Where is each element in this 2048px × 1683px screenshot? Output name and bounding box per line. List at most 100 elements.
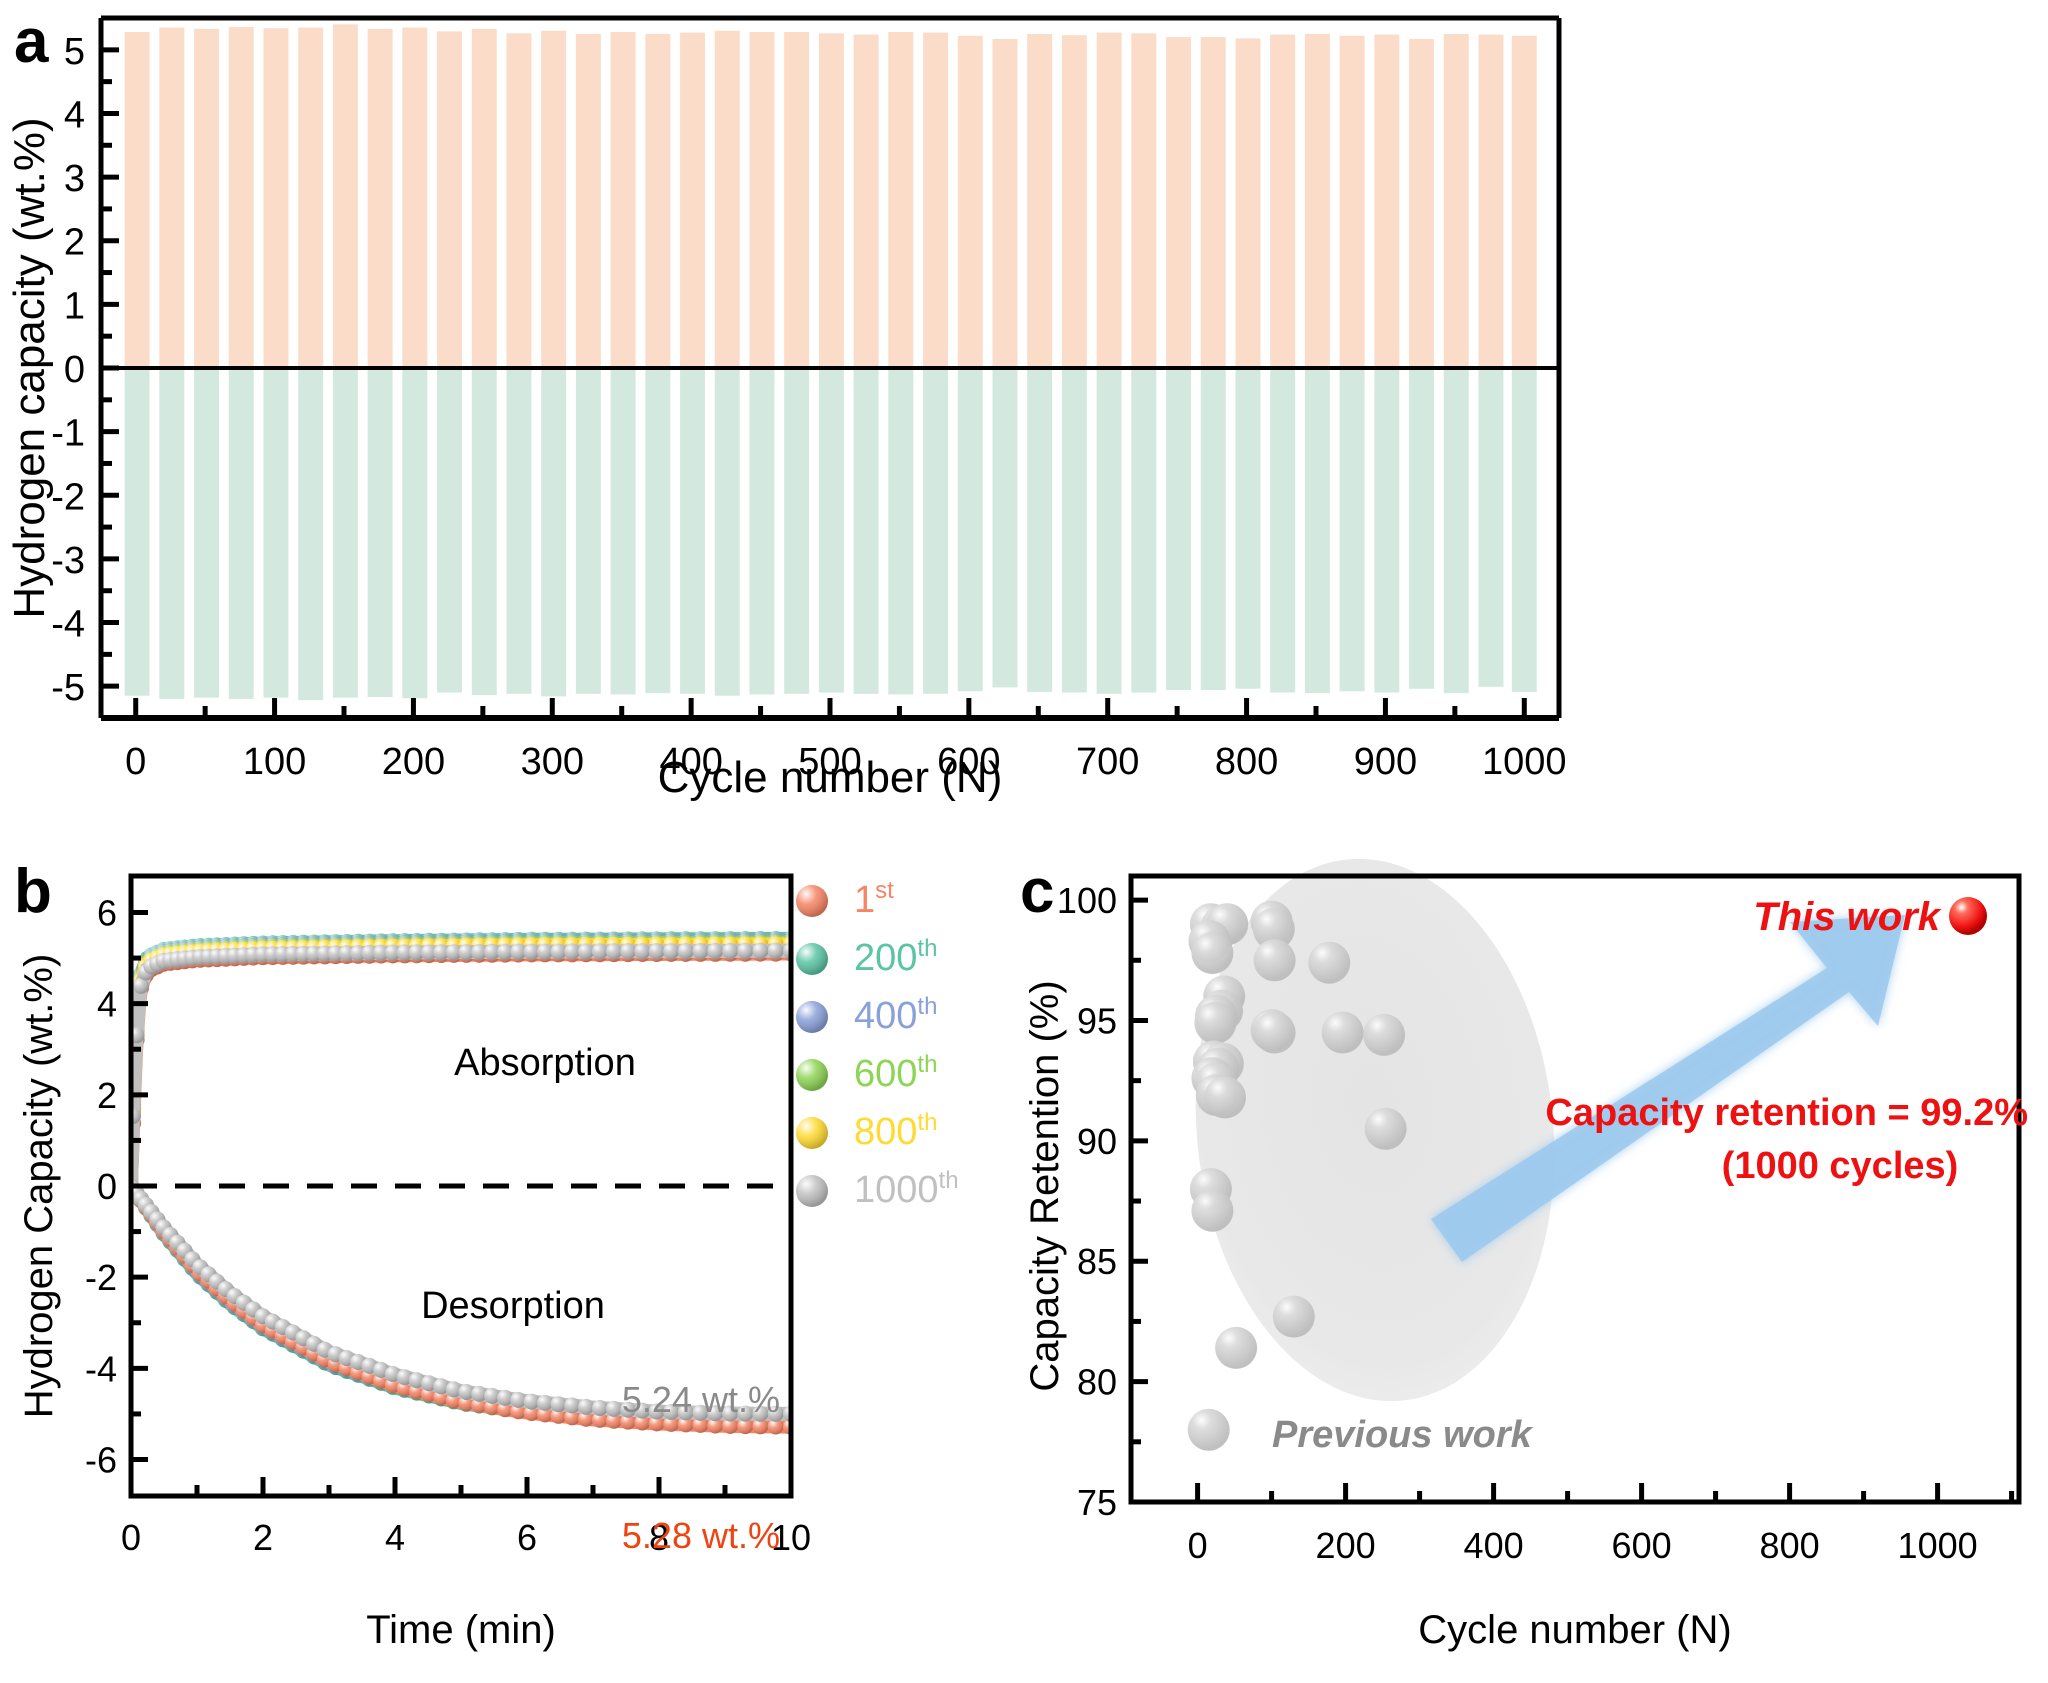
series-marker-gloss — [537, 943, 553, 960]
absorption-bar — [124, 32, 150, 368]
series-marker-gloss — [396, 944, 413, 961]
absorption-bar — [1478, 34, 1504, 369]
series-marker-gloss — [692, 943, 709, 960]
series-marker-gloss — [361, 944, 378, 961]
legend-marker-gloss — [796, 885, 828, 917]
desorption-bar — [923, 368, 949, 694]
legend-label: 200th — [854, 935, 937, 979]
series-marker-gloss — [408, 1372, 425, 1389]
panel-c-x-tick-label: 400 — [1464, 1525, 1524, 1566]
legend-item-400th[interactable]: 400th — [796, 993, 937, 1037]
series-marker-gloss — [133, 977, 149, 994]
panel-b-gray-value-label: 5.24 wt.% — [622, 1379, 780, 1420]
panel-b-legend[interactable]: 1st 200th 400th 600th 800th 1000th — [796, 877, 959, 1211]
absorption-bar — [402, 27, 428, 369]
desorption-bar — [367, 368, 393, 697]
series-marker-gloss — [408, 944, 425, 961]
desorption-bar — [1027, 368, 1053, 692]
desorption-bar — [228, 368, 254, 699]
capacity-retention-line1: Capacity retention = 99.2% — [1545, 1092, 2028, 1134]
absorption-bar — [1443, 33, 1469, 368]
desorption-bar — [853, 368, 879, 694]
desorption-bar — [645, 368, 671, 694]
panel-a-x-tick-label: 0 — [125, 741, 146, 783]
series-marker-gloss — [373, 944, 390, 961]
series-marker-gloss — [663, 943, 680, 960]
panel-a-y-tick-label: 2 — [64, 222, 85, 264]
series-marker-gloss — [620, 1401, 637, 1418]
series-marker-gloss — [634, 1402, 651, 1419]
desorption-bar — [1478, 368, 1504, 687]
legend-item-1st[interactable]: 1st — [796, 877, 894, 921]
series-marker-gloss — [131, 1107, 142, 1124]
panel-a-y-tick-label: -4 — [51, 604, 85, 646]
panel-b-y-tick-label: 0 — [97, 1166, 117, 1207]
absorption-bar — [923, 32, 949, 368]
legend-item-800th[interactable]: 800th — [796, 1109, 937, 1153]
series-marker-gloss — [433, 1378, 450, 1395]
series-marker-gloss — [578, 943, 594, 960]
series-marker-gloss — [338, 945, 355, 962]
legend-label: 1000th — [854, 1167, 959, 1211]
series-marker-gloss — [707, 1417, 724, 1434]
panel-a-x-tick-label: 200 — [382, 741, 445, 783]
panel-b-x-tick-label: 10 — [771, 1517, 811, 1558]
legend-item-600th[interactable]: 600th — [796, 1051, 937, 1095]
panel-a-bars — [124, 24, 1537, 701]
legend-marker-gloss — [796, 1175, 828, 1207]
previous-work-point — [1187, 1408, 1230, 1451]
panel-c-content — [1187, 858, 1905, 1451]
previous-work-point — [1308, 941, 1351, 984]
series-marker-gloss — [737, 1405, 754, 1422]
series-marker-gloss — [620, 1413, 637, 1430]
panel-c-x-tick-label: 800 — [1760, 1525, 1820, 1566]
panel-c-y-tick-label: 80 — [1077, 1362, 1117, 1403]
series-marker-gloss — [677, 1416, 694, 1433]
panel-c-y-tick-label: 95 — [1077, 1000, 1117, 1041]
series-marker-gloss — [663, 1404, 680, 1420]
series-marker-gloss — [707, 943, 724, 959]
previous-work-point — [1191, 1189, 1234, 1232]
series-marker-gloss — [537, 1394, 553, 1411]
series-marker-gloss — [458, 1384, 475, 1400]
desorption-bar — [194, 368, 220, 698]
absorption-bar — [645, 33, 671, 368]
panel-b-x-tick-label: 8 — [649, 1517, 669, 1558]
absorption-bar — [471, 28, 497, 368]
legend-item-1000th[interactable]: 1000th — [796, 1167, 959, 1211]
series-marker-gloss — [350, 945, 367, 962]
panel-c-x-tick-label: 200 — [1316, 1525, 1376, 1566]
legend-marker-gloss — [796, 1059, 828, 1091]
desorption-bar — [263, 368, 289, 698]
panel-b-curves — [131, 930, 791, 1435]
series-marker-gloss — [484, 1387, 501, 1404]
panel-a-letter: a — [14, 7, 49, 76]
series-marker-gloss — [648, 1415, 665, 1432]
absorption-bar — [1304, 33, 1330, 368]
panel-b-letter: b — [14, 857, 52, 926]
previous-work-point — [1253, 1011, 1296, 1054]
panel-b: b 6 4 2 0 -2 -4 -6 0 2 4 6 8 10 Hydrogen Capacity (… — [14, 857, 959, 1652]
series-marker-gloss — [510, 943, 527, 960]
legend-marker-gloss — [796, 943, 828, 975]
series-marker-gloss — [510, 1391, 527, 1408]
desorption-bar — [437, 368, 463, 693]
panel-c-y-ticks: 100 95 90 85 80 75 — [1057, 880, 1148, 1523]
series-marker-gloss — [707, 1405, 724, 1422]
panel-b-x-ticks: 0 2 4 6 8 10 — [121, 1477, 811, 1558]
series-marker-gloss — [471, 944, 488, 960]
absorption-bar — [888, 32, 914, 368]
absorption-bar — [367, 28, 393, 368]
panel-a-y-tick-label: 3 — [64, 158, 85, 200]
previous-work-point — [1191, 932, 1234, 974]
series-marker-gloss — [620, 943, 637, 960]
legend-item-200th[interactable]: 200th — [796, 935, 937, 979]
series-marker-gloss — [692, 1416, 709, 1433]
legend-label: 1st — [854, 877, 894, 921]
series-marker-gloss — [767, 1405, 784, 1422]
desorption-bar — [714, 368, 740, 696]
series-marker-gloss — [471, 1385, 488, 1402]
panel-a-y-axis-title: Hydrogen capacity (wt.%) — [5, 117, 54, 618]
series-marker-gloss — [722, 1405, 739, 1422]
desorption-bar — [610, 368, 636, 695]
